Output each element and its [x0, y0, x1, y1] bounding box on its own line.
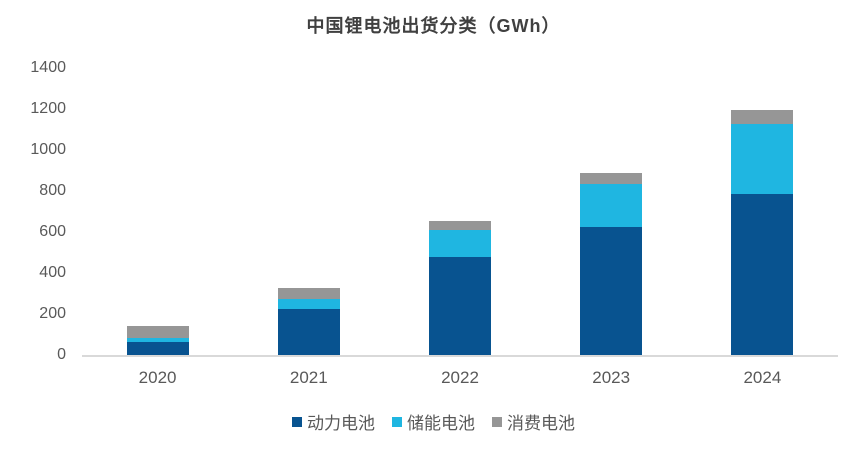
x-axis-label: 2020 [138, 368, 177, 387]
x-axis-label: 2022 [441, 368, 479, 387]
legend-label: 消费电池 [507, 414, 575, 433]
bar-2021 [277, 288, 340, 355]
x-axis-label: 2024 [743, 368, 782, 387]
bar-2023 [580, 172, 643, 355]
legend-label: 动力电池 [307, 414, 375, 433]
bar-2020 [126, 326, 189, 355]
legend: 动力电池 储能电池 消费电池 [0, 409, 867, 434]
y-axis-tick-label: 400 [39, 264, 66, 281]
bar-segment-consumer-battery [731, 110, 794, 125]
y-axis-tick-label: 200 [39, 305, 66, 322]
bar-segment-storage-battery [429, 229, 491, 257]
x-axis-label: 2021 [289, 368, 328, 387]
bar-segment-storage-battery [277, 299, 340, 309]
bar-2022 [429, 220, 491, 355]
bar-segment-consumer-battery [580, 172, 643, 184]
x-axis: 2020 2021 2022 2023 2024 [82, 368, 838, 390]
y-axis-tick-label: 1200 [30, 100, 66, 117]
x-axis-label: 2023 [592, 368, 631, 387]
bar-segment-storage-battery [126, 337, 189, 342]
y-axis-tick-label: 800 [39, 182, 66, 199]
bar-segment-power-battery [580, 226, 643, 355]
y-axis-tick-label: 600 [39, 223, 66, 240]
legend-item-power-battery: 动力电池 [292, 409, 375, 434]
legend-item-consumer-battery: 消费电池 [492, 409, 575, 434]
legend-item-storage-battery: 储能电池 [392, 409, 475, 434]
bar-segment-consumer-battery [126, 326, 189, 338]
bar-segment-power-battery [277, 308, 340, 355]
x-axis-line [82, 355, 838, 357]
bar-segment-storage-battery [731, 124, 794, 195]
bar-segment-power-battery [126, 341, 189, 355]
plot-area [82, 68, 838, 357]
bar-segment-consumer-battery [277, 288, 340, 300]
legend-swatch-icon [392, 416, 402, 427]
chart-title: 中国锂电池出货分类（GWh） [306, 16, 561, 36]
y-axis-tick-label: 1000 [30, 141, 66, 158]
bar-segment-storage-battery [580, 183, 643, 227]
bar-segment-consumer-battery [429, 220, 491, 230]
bar-segment-power-battery [731, 194, 794, 355]
y-axis-tick-label: 1400 [30, 59, 66, 76]
legend-swatch-icon [292, 416, 302, 427]
bar-segment-power-battery [429, 256, 491, 355]
y-axis-tick-label: 0 [57, 346, 66, 363]
y-axis: 0 200 400 600 800 1000 1200 1400 [0, 0, 66, 450]
bar-2024 [731, 110, 794, 355]
legend-swatch-icon [492, 416, 502, 427]
legend-label: 储能电池 [407, 414, 475, 433]
